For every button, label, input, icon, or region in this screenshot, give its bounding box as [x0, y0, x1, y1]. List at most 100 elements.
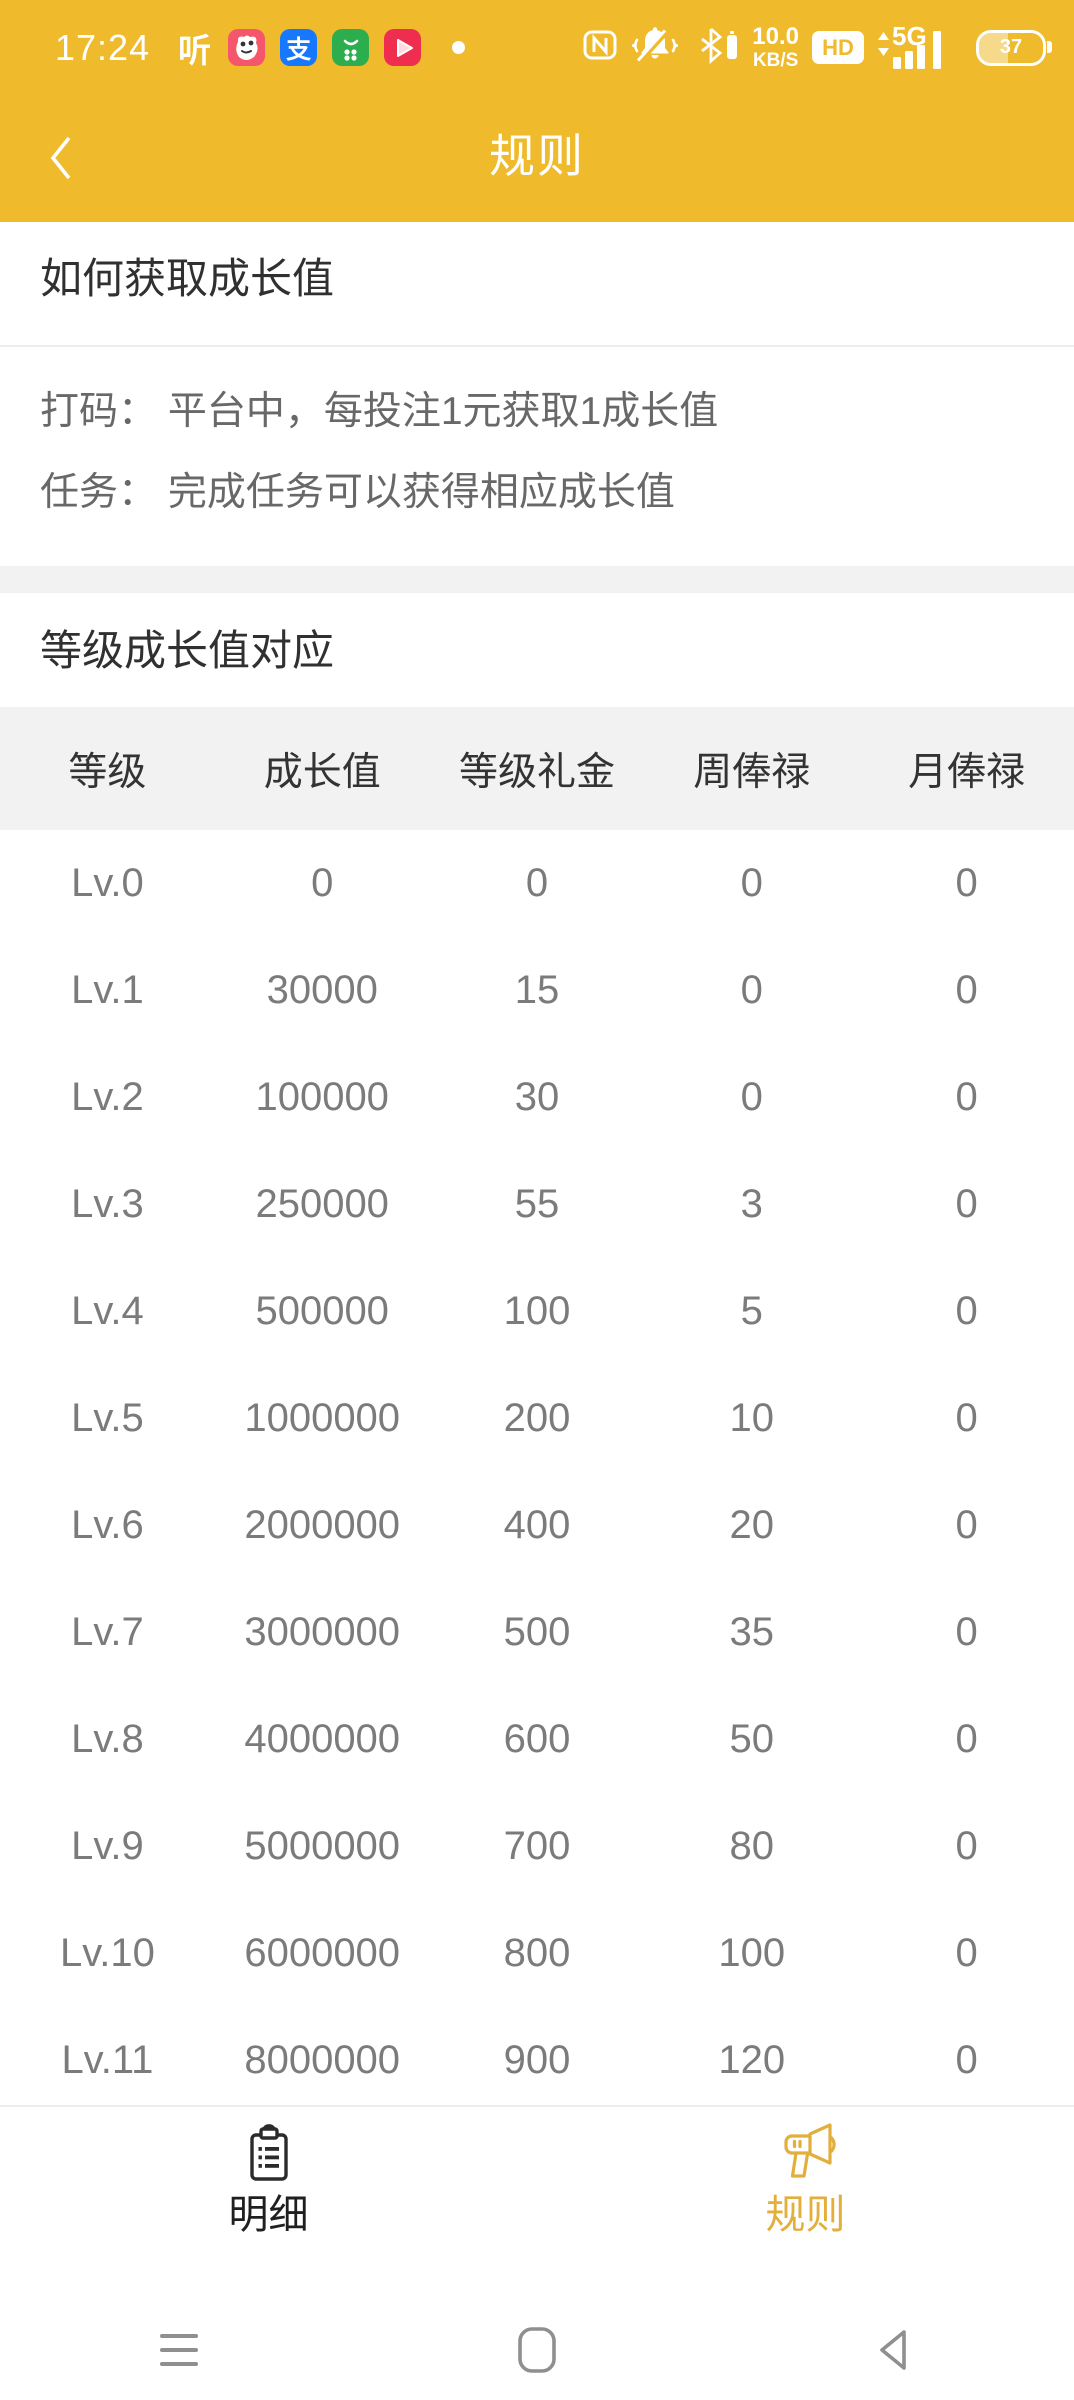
status-icons: 10.0 KB/S HD 5G 37	[581, 21, 1052, 75]
tab-rules[interactable]: 规则	[537, 2107, 1074, 2267]
table-cell: 0	[955, 1075, 978, 1119]
tab-details[interactable]: 明细	[0, 2107, 537, 2267]
signal-5g-icon: 5G	[877, 21, 963, 75]
table-header-cell: 成长值	[263, 750, 381, 794]
home-icon	[518, 2327, 556, 2373]
section-separator	[0, 566, 1074, 593]
table-cell: Lv.1	[71, 968, 144, 1012]
table-cell: 0	[525, 861, 549, 905]
table-cell: 0	[740, 861, 763, 905]
battery-indicator: 37	[976, 29, 1052, 66]
table-cell: 0	[955, 1717, 978, 1761]
system-back-button[interactable]	[716, 2305, 1074, 2395]
table-cell: 500000	[255, 1289, 389, 1333]
table-cell: 8000000	[244, 2038, 401, 2082]
table-row: Lv.8 4000000 600 50 0	[0, 1686, 1074, 1793]
table-cell: 1000000	[244, 1396, 401, 1440]
table-header-row: 等级 成长值 等级礼金 周俸禄 月俸禄	[0, 707, 1074, 830]
gold-header-area: 17:24 听 支	[0, 0, 1074, 222]
table-cell: 0	[955, 1289, 978, 1333]
table-cell: 0	[955, 2038, 978, 2082]
table-cell: 120	[718, 2038, 786, 2082]
table-cell: 30000	[266, 968, 378, 1012]
notification-dot-icon	[452, 41, 466, 54]
table-cell: 100	[718, 1931, 786, 1975]
table-cell: 0	[740, 968, 763, 1012]
table-cell: 35	[729, 1610, 775, 1654]
tab-rules-label: 规则	[765, 2193, 846, 2237]
table-cell: Lv.7	[71, 1610, 144, 1654]
table-cell: 5000000	[244, 1824, 401, 1868]
page-title: 规则	[489, 129, 585, 182]
table-cell: 3	[740, 1182, 763, 1226]
table-row: Lv.9 5000000 700 80 0	[0, 1793, 1074, 1900]
muted-bell-icon	[632, 25, 679, 70]
status-bar: 17:24 听 支	[0, 0, 1074, 95]
table-cell: 0	[955, 968, 978, 1012]
chevron-left-icon	[50, 136, 71, 180]
table-cell: 55	[514, 1182, 560, 1226]
table-header-cell: 等级礼金	[458, 750, 615, 794]
table-cell: 10	[729, 1396, 775, 1440]
rule-line-1: 打码： 平台中，每投注1元获取1成长值	[40, 390, 719, 433]
android-nav-bar	[0, 2305, 1074, 2395]
app-market-icon	[332, 29, 370, 66]
recents-button[interactable]	[0, 2305, 358, 2395]
back-triangle-icon	[880, 2330, 906, 2370]
home-button[interactable]	[358, 2305, 716, 2395]
table-cell: 30	[514, 1075, 560, 1119]
clock: 17:24	[55, 26, 151, 68]
tab-details-label: 明细	[228, 2193, 309, 2237]
table-row: Lv.1 30000 15 0 0	[0, 937, 1074, 1044]
megaphone-icon	[773, 2121, 839, 2187]
table-cell: Lv.9	[71, 1824, 144, 1868]
table-cell: 800	[503, 1931, 571, 1975]
hd-badge-icon: HD	[812, 31, 864, 64]
table-row: Lv.7 3000000 500 35 0	[0, 1579, 1074, 1686]
network-speed: 10.0 KB/S	[752, 23, 799, 71]
table-cell: 250000	[255, 1182, 389, 1226]
table-row: Lv.10 6000000 800 100 0	[0, 1900, 1074, 2007]
listen-app-icon: 听	[178, 31, 212, 67]
table-cell: 0	[955, 1182, 978, 1226]
menu-icon	[159, 2334, 198, 2366]
table-cell: 900	[503, 2038, 571, 2082]
table-cell: 2000000	[244, 1503, 401, 1547]
table-cell: 50	[729, 1717, 775, 1761]
table-row: Lv.3 250000 55 3 0	[0, 1151, 1074, 1258]
video-app-icon	[384, 29, 422, 66]
table-row: Lv.6 2000000 400 20 0	[0, 1472, 1074, 1579]
divider	[0, 345, 1074, 347]
table-cell: Lv.0	[71, 861, 144, 905]
table-cell: Lv.10	[59, 1931, 155, 1975]
table-header-cell: 月俸禄	[908, 750, 1026, 794]
table-row: Lv.4 500000 100 5 0	[0, 1258, 1074, 1365]
table-cell: 5	[740, 1289, 763, 1333]
table-cell: 200	[503, 1396, 571, 1440]
table-cell: 100000	[255, 1075, 389, 1119]
table-cell: Lv.4	[71, 1289, 144, 1333]
section-title: 如何获取成长值	[40, 255, 335, 302]
table-cell: 0	[955, 1931, 978, 1975]
table-cell: 700	[503, 1824, 571, 1868]
table-header-cell: 周俸禄	[693, 750, 811, 794]
section-title: 等级成长值对应	[40, 627, 335, 674]
clipboard-icon	[238, 2121, 300, 2187]
table-cell: 0	[955, 861, 978, 905]
table-cell: Lv.3	[71, 1182, 144, 1226]
bluetooth-battery-icon	[691, 25, 739, 70]
back-button[interactable]	[30, 123, 90, 193]
table-cell: Lv.2	[71, 1075, 144, 1119]
table-cell: 0	[955, 1824, 978, 1868]
table-cell: Lv.5	[71, 1396, 144, 1440]
table-cell: 3000000	[244, 1610, 401, 1654]
app-header: 规则	[0, 95, 1074, 222]
table-cell: 15	[514, 968, 560, 1012]
table-row: Lv.0 0 0 0 0	[0, 830, 1074, 937]
table-cell: 500	[503, 1610, 571, 1654]
alipay-app-icon: 支	[280, 29, 318, 66]
table-cell: 4000000	[244, 1717, 401, 1761]
table-row: Lv.5 1000000 200 10 0	[0, 1365, 1074, 1472]
table-cell: 20	[729, 1503, 775, 1547]
